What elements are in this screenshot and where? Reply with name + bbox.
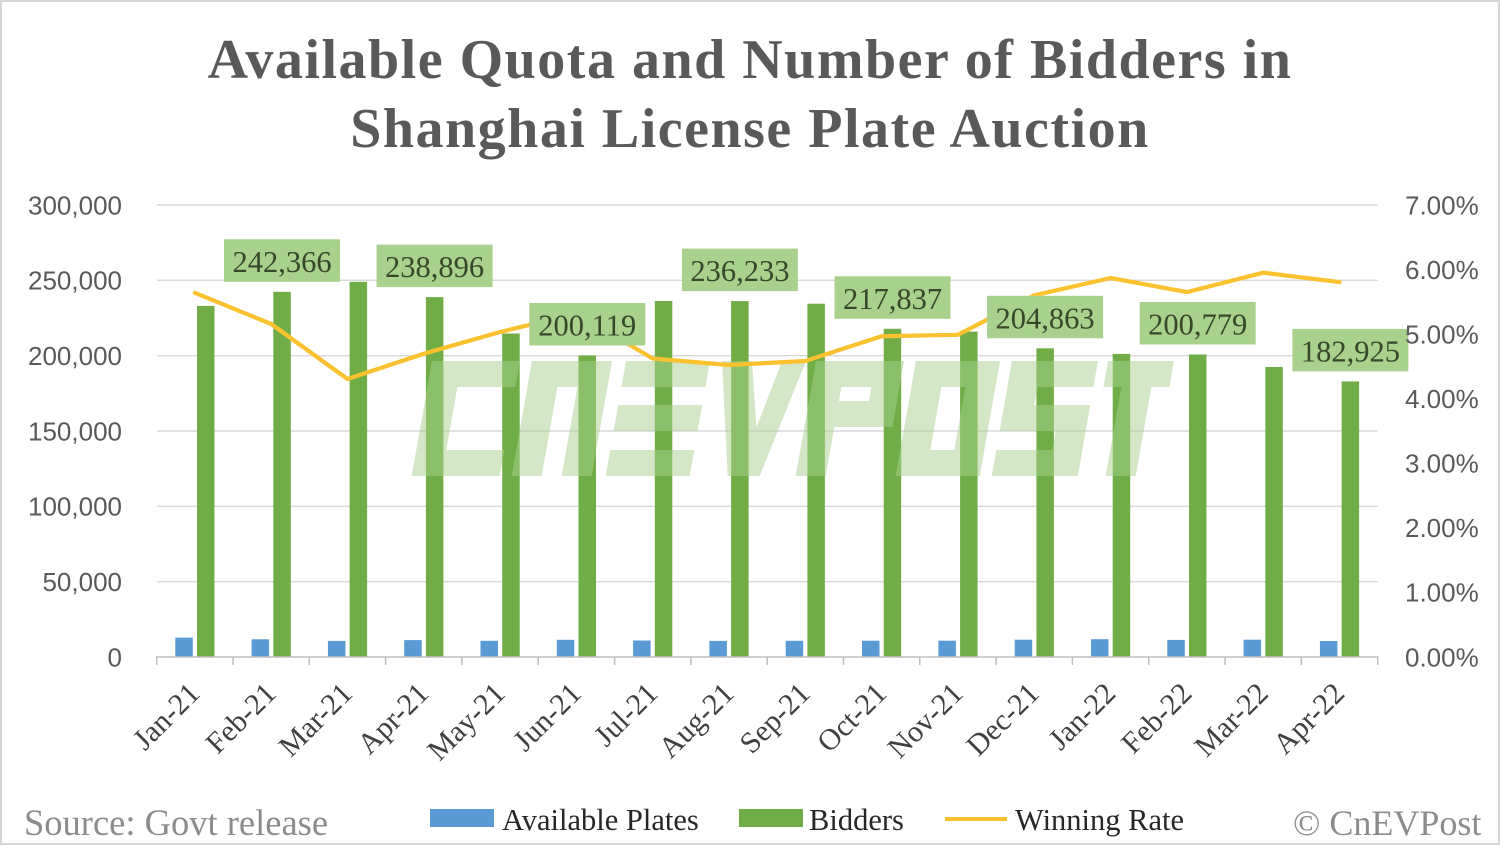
svg-text:3.00%: 3.00% <box>1405 449 1479 479</box>
svg-text:Aug-21: Aug-21 <box>652 677 740 765</box>
svg-text:7.00%: 7.00% <box>1405 190 1479 220</box>
svg-text:Oct-21: Oct-21 <box>811 677 893 759</box>
svg-text:Feb-22: Feb-22 <box>1115 677 1198 760</box>
svg-text:217,837: 217,837 <box>843 282 942 316</box>
svg-text:Jan-21: Jan-21 <box>127 677 207 757</box>
svg-text:238,896: 238,896 <box>385 250 484 284</box>
svg-text:Jan-22: Jan-22 <box>1042 677 1122 757</box>
svg-text:2.00%: 2.00% <box>1405 513 1479 543</box>
svg-text:204,863: 204,863 <box>996 301 1095 335</box>
svg-text:Mar-21: Mar-21 <box>273 677 360 764</box>
svg-text:100,000: 100,000 <box>28 492 122 522</box>
svg-text:50,000: 50,000 <box>42 567 122 597</box>
svg-text:Mar-22: Mar-22 <box>1188 677 1275 764</box>
svg-text:Feb-21: Feb-21 <box>199 677 282 760</box>
svg-text:242,366: 242,366 <box>232 245 331 279</box>
svg-text:236,233: 236,233 <box>690 254 789 288</box>
svg-text:0.00%: 0.00% <box>1405 642 1479 672</box>
svg-text:182,925: 182,925 <box>1301 334 1400 368</box>
svg-text:Jun-21: Jun-21 <box>507 677 588 758</box>
svg-text:150,000: 150,000 <box>28 416 122 446</box>
svg-text:5.00%: 5.00% <box>1405 319 1479 349</box>
svg-text:Apr-22: Apr-22 <box>1267 677 1351 761</box>
svg-text:© CnEVPost: © CnEVPost <box>1293 803 1481 843</box>
svg-text:200,119: 200,119 <box>538 309 636 343</box>
svg-text:Dec-21: Dec-21 <box>960 677 1046 763</box>
svg-text:Available Plates: Available Plates <box>502 803 699 837</box>
svg-text:200,779: 200,779 <box>1148 308 1247 342</box>
svg-text:Bidders: Bidders <box>809 803 904 837</box>
svg-text:6.00%: 6.00% <box>1405 255 1479 285</box>
svg-text:Winning Rate: Winning Rate <box>1015 803 1184 837</box>
svg-text:200,000: 200,000 <box>28 341 122 371</box>
svg-text:Sep-21: Sep-21 <box>733 677 816 760</box>
svg-text:Nov-21: Nov-21 <box>881 677 969 765</box>
svg-text:300,000: 300,000 <box>28 190 122 220</box>
svg-text:1.00%: 1.00% <box>1405 578 1479 608</box>
svg-text:250,000: 250,000 <box>28 266 122 296</box>
svg-text:May-21: May-21 <box>421 677 511 767</box>
svg-text:Source: Govt release: Source: Govt release <box>24 802 328 843</box>
svg-text:0: 0 <box>108 642 122 672</box>
svg-text:Apr-21: Apr-21 <box>351 677 435 761</box>
svg-text:4.00%: 4.00% <box>1405 384 1479 414</box>
